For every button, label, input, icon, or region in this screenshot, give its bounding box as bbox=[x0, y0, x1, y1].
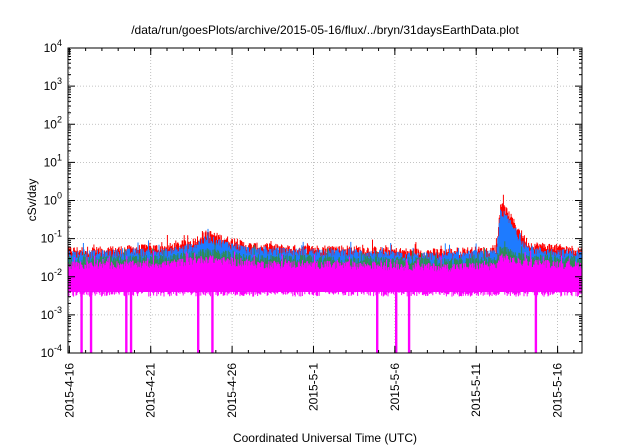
x-tick-label: 2015-5-6 bbox=[388, 363, 402, 411]
dropout-spike bbox=[80, 291, 83, 353]
y-axis-title: cSv/day bbox=[25, 179, 39, 222]
x-tick-labels: 2015-4-16 2015-4-21 2015-4-26 2015-5-1 2015-… bbox=[62, 363, 564, 418]
series-3 bbox=[68, 250, 582, 292]
x-tick-label: 2015-5-11 bbox=[469, 363, 483, 417]
dropout-spike bbox=[125, 291, 128, 353]
x-tick-label: 2015-5-16 bbox=[551, 363, 565, 418]
dropout-spike bbox=[395, 291, 398, 353]
y-tick-labels: 10-4 10-3 10-2 10-1 100 101 102 103 104 bbox=[41, 38, 62, 360]
dropout-spike bbox=[129, 291, 133, 353]
dropout-spike bbox=[534, 291, 538, 353]
x-tick-label: 2015-4-16 bbox=[62, 363, 76, 418]
x-axis-title: Coordinated Universal Time (UTC) bbox=[233, 431, 417, 445]
x-tick-label: 2015-4-21 bbox=[144, 363, 158, 418]
x-tick-label: 2015-5-1 bbox=[306, 363, 320, 411]
plot-area bbox=[68, 194, 582, 353]
y-tick-label: 101 bbox=[44, 152, 62, 169]
y-tick-label: 10-2 bbox=[41, 267, 62, 284]
dropout-spike bbox=[407, 291, 411, 353]
dropout-spike bbox=[196, 291, 200, 353]
y-tick-label: 10-4 bbox=[41, 343, 62, 360]
y-tick-label: 103 bbox=[44, 76, 62, 93]
series-lower-trace bbox=[68, 289, 582, 297]
y-tick-label: 10-3 bbox=[41, 305, 62, 322]
chart-title: /data/run/goesPlots/archive/2015-05-16/f… bbox=[131, 23, 519, 37]
dropout-spike bbox=[89, 291, 93, 353]
axis-ticks bbox=[68, 47, 582, 354]
x-tick-label: 2015-4-26 bbox=[225, 363, 239, 418]
y-tick-label: 100 bbox=[44, 191, 62, 208]
y-tick-label: 102 bbox=[44, 114, 62, 131]
dropout-spike bbox=[376, 291, 379, 353]
series-lower-fuzz bbox=[68, 289, 582, 297]
dropout-spike bbox=[211, 291, 214, 353]
series-3-trace bbox=[68, 250, 582, 292]
y-tick-label: 104 bbox=[44, 38, 62, 55]
y-tick-label: 10-1 bbox=[41, 229, 62, 246]
